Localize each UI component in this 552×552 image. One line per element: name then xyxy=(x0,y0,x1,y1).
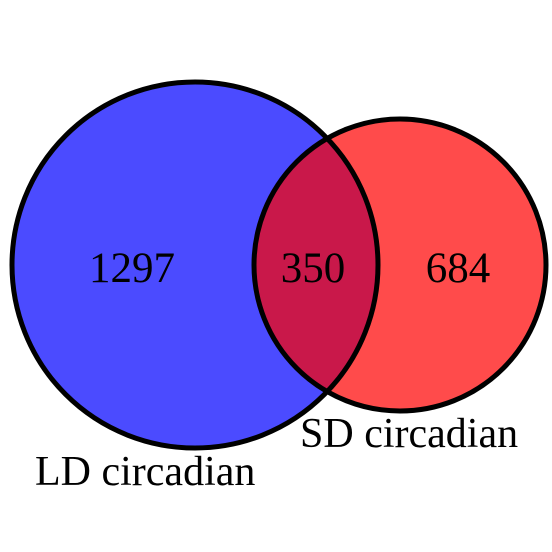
sd-circadian-label: SD circadian xyxy=(300,411,518,457)
ld-circadian-outline xyxy=(9,79,381,451)
sd-circadian-outline xyxy=(251,116,549,414)
ld-circadian-label: LD circadian xyxy=(35,449,255,495)
sd-only-count: 684 xyxy=(426,245,491,292)
ld-only-count: 1297 xyxy=(89,245,175,292)
intersection-region xyxy=(254,119,378,411)
intersection-count: 350 xyxy=(281,245,346,292)
